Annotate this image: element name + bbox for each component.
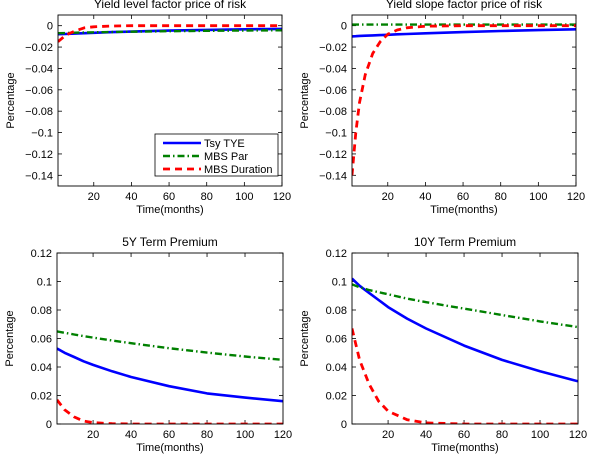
x-tick-label: 120 [569, 429, 587, 441]
x-axis-label: Time(months) [136, 442, 203, 454]
y-tick-label: 0.02 [31, 391, 52, 403]
y-tick-label: −0.14 [25, 170, 53, 182]
series-line-tsy-tye [352, 28, 576, 38]
y-tick-label: 0.04 [31, 362, 52, 374]
y-axis-label: Percentage [299, 310, 311, 366]
x-tick-label: 100 [529, 191, 547, 203]
y-tick-label: 0 [341, 21, 347, 33]
series-line-mbs-par [58, 29, 282, 35]
y-tick-label: −0.12 [25, 149, 53, 161]
x-tick-label: 120 [273, 191, 291, 203]
x-tick-label: 80 [201, 429, 213, 441]
axes-frame [57, 14, 283, 187]
y-axis-label: Percentage [4, 310, 16, 366]
chart-title: 10Y Term Premium [414, 235, 516, 249]
y-tick-label: −0.06 [319, 85, 347, 97]
chart-title: 5Y Term Premium [122, 235, 218, 249]
chart-title: Yield slope factor price of risk [386, 0, 543, 11]
series-line-mbs-duration [352, 328, 578, 424]
series-line-tsy-tye [352, 277, 578, 383]
y-tick-label: −0.08 [319, 106, 347, 118]
legend-label: MBS Duration [204, 164, 272, 176]
x-tick-label: 80 [495, 191, 507, 203]
y-tick-label: 0.06 [31, 334, 52, 346]
x-tick-label: 120 [567, 191, 585, 203]
plot-area [352, 15, 576, 186]
x-tick-label: 20 [382, 429, 394, 441]
plot-area [57, 253, 283, 424]
x-tick-label: 100 [235, 191, 253, 203]
x-axis-label: Time(months) [430, 204, 497, 216]
plot-area [352, 253, 578, 424]
y-tick-label: −0.1 [31, 128, 53, 140]
y-tick-label: −0.08 [25, 106, 53, 118]
y-tick-label: 0 [341, 419, 347, 431]
x-tick-label: 20 [87, 429, 99, 441]
x-tick-label: 40 [125, 429, 137, 441]
legend-label: Tsy TYE [204, 138, 245, 150]
x-tick-label: 60 [163, 191, 175, 203]
subplot-4: 20 40 60 80 100 120 0 0.02 0.04 0.06 0.08 0.1 0.12 10… [299, 235, 587, 454]
y-axis-label: Percentage [5, 72, 17, 128]
x-axis-label: Time(months) [431, 442, 498, 454]
y-tick-label: 0.12 [31, 248, 52, 260]
series-line-tsy-tye [57, 347, 283, 403]
y-tick-label: 0.04 [326, 362, 347, 374]
y-tick-label: 0 [47, 21, 53, 33]
x-tick-label: 40 [125, 191, 137, 203]
series-line-mbs-duration [352, 24, 576, 176]
chart-title: Yield level factor price of risk [94, 0, 247, 11]
y-tick-label: −0.04 [319, 63, 347, 75]
subplot-2: 20 40 60 80 100 120 0 −0.02 −0.04 −0.06 −0.08 −0.1 −… [299, 0, 585, 216]
x-tick-label: 40 [419, 191, 431, 203]
y-tick-label: 0.1 [332, 277, 347, 289]
axes-frame [351, 14, 577, 187]
series-line-mbs-par [57, 330, 283, 362]
x-tick-label: 60 [457, 191, 469, 203]
y-tick-label: 0.02 [326, 391, 347, 403]
y-tick-label: −0.14 [319, 170, 347, 182]
x-tick-label: 80 [496, 429, 508, 441]
series-line-mbs-par [352, 283, 578, 329]
y-tick-label: −0.04 [25, 63, 53, 75]
axes-frame [351, 252, 579, 425]
y-axis-label: Percentage [299, 72, 311, 128]
x-tick-label: 60 [458, 429, 470, 441]
x-tick-label: 40 [420, 429, 432, 441]
x-tick-label: 100 [236, 429, 254, 441]
y-tick-label: 0 [46, 419, 52, 431]
legend-label: MBS Par [204, 151, 248, 163]
x-tick-label: 20 [88, 191, 100, 203]
x-tick-label: 120 [274, 429, 292, 441]
y-tick-label: 0.08 [31, 305, 52, 317]
y-tick-label: −0.12 [319, 149, 347, 161]
axes-frame [56, 252, 284, 425]
x-tick-label: 80 [201, 191, 213, 203]
subplot-3: 20 40 60 80 100 120 0 0.02 0.04 0.06 0.08 0.1 0.12 5Y… [4, 235, 292, 454]
x-axis-label: Time(months) [136, 204, 203, 216]
y-tick-label: 0.08 [326, 305, 347, 317]
y-tick-label: 0.06 [326, 334, 347, 346]
y-tick-label: −0.02 [25, 42, 53, 54]
x-tick-label: 60 [163, 429, 175, 441]
x-tick-label: 20 [382, 191, 394, 203]
y-tick-label: 0.12 [326, 248, 347, 260]
y-tick-label: 0.1 [37, 277, 52, 289]
x-tick-label: 100 [531, 429, 549, 441]
y-tick-label: −0.06 [25, 85, 53, 97]
series-line-mbs-duration [58, 24, 282, 43]
y-tick-label: −0.1 [325, 128, 347, 140]
y-tick-label: −0.02 [319, 42, 347, 54]
subplot-1: 20 40 60 80 100 120 0 −0.02 −0.04 −0.06 −0.08 −0.1 −… [5, 0, 291, 216]
